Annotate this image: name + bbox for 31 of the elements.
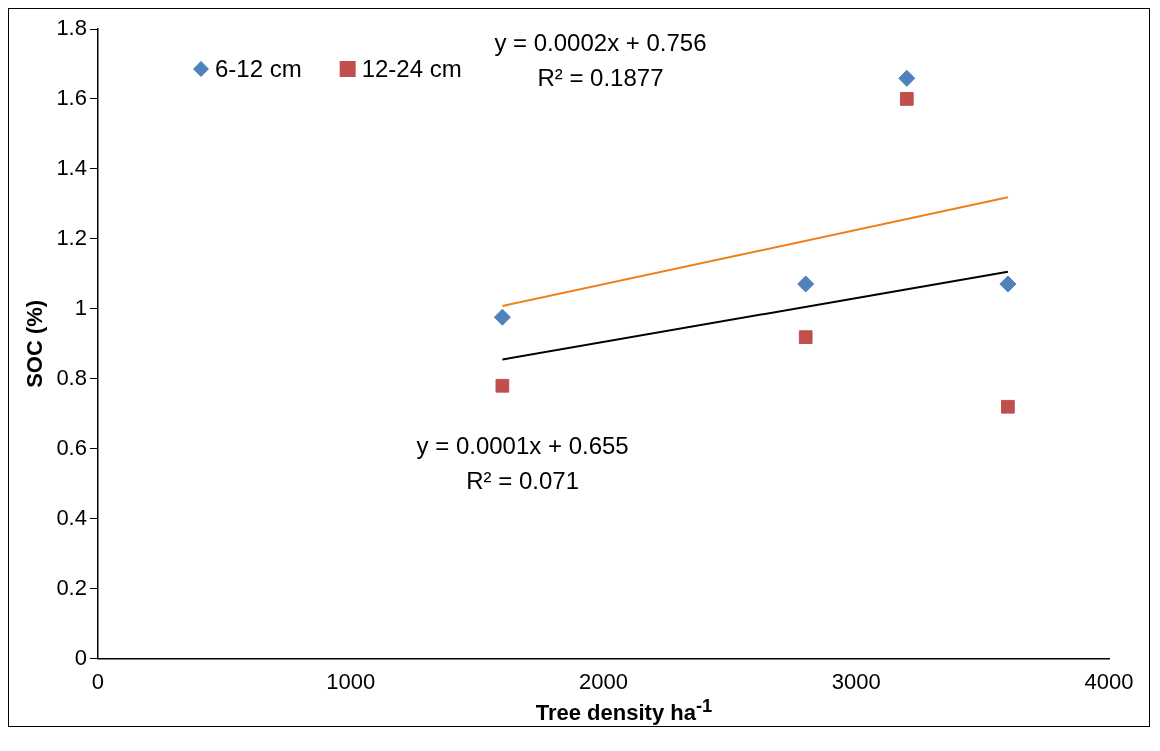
y-tick-label: 0.8 <box>56 364 87 390</box>
y-tick-label: 1 <box>74 294 87 320</box>
legend-label: 6-12 cm <box>214 54 302 82</box>
y-tick-label: 0.6 <box>56 434 87 460</box>
x-tick-label: 0 <box>91 668 105 694</box>
point <box>999 275 1017 293</box>
x-axis-title: Tree density ha$^{-1}$ <box>534 695 714 727</box>
y-tick-label: 0.2 <box>56 574 87 600</box>
annotation: R² = 0.1877 <box>537 63 664 91</box>
y-tick-label: 1.6 <box>56 85 87 111</box>
point <box>495 378 510 393</box>
point <box>898 69 916 87</box>
annotation: y = 0.0002x + 0.756 <box>494 29 707 57</box>
y-tick-label: 1.2 <box>56 224 87 250</box>
x-tick-label: 3000 <box>831 668 881 694</box>
annotation: y = 0.0001x + 0.655 <box>416 432 629 460</box>
y-axis-title: SOC (%) <box>22 299 48 388</box>
point <box>899 92 914 106</box>
annotation: R² = 0.071 <box>466 466 579 494</box>
point <box>798 330 813 345</box>
x-tick-label: 1000 <box>326 668 376 694</box>
point <box>797 275 815 293</box>
x-tick-label: 4000 <box>1084 668 1134 694</box>
y-tick-label: 1.8 <box>56 15 87 41</box>
point <box>493 308 511 326</box>
y-tick-label: 0.4 <box>56 504 87 530</box>
y-tick-label: 0 <box>74 644 87 670</box>
point <box>1001 399 1015 414</box>
legend-label: 12-24 cm <box>361 54 462 82</box>
x-tick-label: 2000 <box>579 668 628 694</box>
y-tick-label: 1.4 <box>56 154 87 180</box>
